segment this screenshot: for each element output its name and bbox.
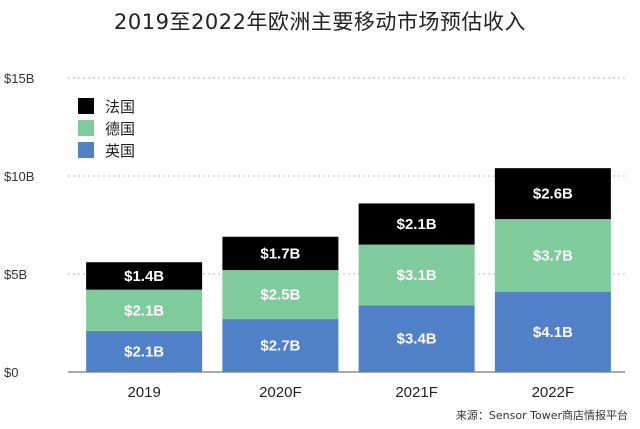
y-tick-label: $5B bbox=[4, 267, 27, 282]
bar-segment bbox=[222, 236, 339, 271]
data-label: $1.4B bbox=[124, 268, 164, 285]
bar-segment bbox=[86, 289, 203, 331]
data-label: $3.4B bbox=[397, 331, 437, 348]
data-label: $2.5B bbox=[260, 287, 300, 304]
legend-swatch bbox=[78, 120, 94, 136]
bar-segment bbox=[494, 168, 611, 220]
bar-segment bbox=[86, 262, 203, 290]
bar-segment bbox=[358, 203, 475, 245]
x-tick-label: 2022F bbox=[532, 384, 575, 401]
legend-label: 德国 bbox=[105, 120, 135, 138]
source-note: 来源：Sensor Tower商店情报平台 bbox=[455, 409, 628, 422]
data-label: $2.6B bbox=[533, 186, 573, 203]
data-label: $4.1B bbox=[533, 324, 573, 341]
x-tick-label: 2020F bbox=[259, 384, 302, 401]
data-label: $2.1B bbox=[397, 216, 437, 233]
y-tick-label: $10B bbox=[4, 169, 34, 184]
data-label: $2.1B bbox=[124, 302, 164, 319]
y-tick-label: $15B bbox=[4, 71, 34, 86]
bar-segment bbox=[358, 244, 475, 306]
x-tick-label: 2019 bbox=[127, 384, 160, 401]
data-label: $3.7B bbox=[533, 247, 573, 264]
data-label: $2.7B bbox=[260, 338, 300, 355]
legend-swatch bbox=[78, 98, 94, 114]
data-label: $2.1B bbox=[124, 343, 164, 360]
bar-segment bbox=[222, 319, 339, 372]
data-label: $1.7B bbox=[260, 245, 300, 262]
data-label: $3.1B bbox=[397, 267, 437, 284]
chart-title: 2019至2022年欧洲主要移动市场预估收入 bbox=[114, 10, 526, 34]
legend-label: 英国 bbox=[105, 142, 135, 160]
bar-segment bbox=[86, 330, 203, 372]
x-tick-label: 2021F bbox=[395, 384, 438, 401]
y-tick-label: $0 bbox=[4, 365, 18, 380]
bar-segment bbox=[494, 219, 611, 292]
bar-segment bbox=[494, 291, 611, 372]
bar-segment bbox=[222, 270, 339, 320]
legend-label: 法国 bbox=[105, 98, 135, 116]
bar-segment bbox=[358, 305, 475, 372]
legend-swatch bbox=[78, 142, 94, 158]
